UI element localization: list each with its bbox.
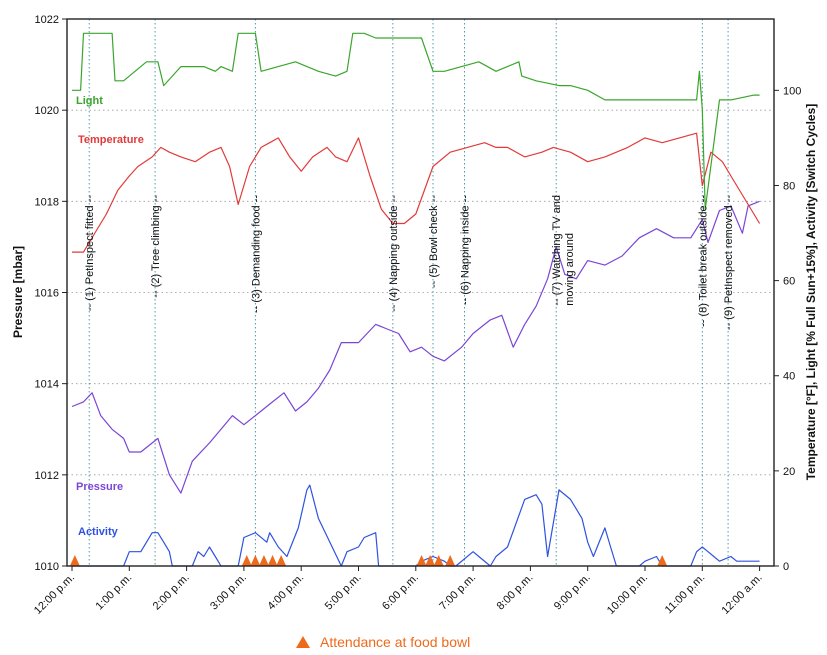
event-label: -- (7) Watching TV and <box>551 195 563 306</box>
right-tick-label: 0 <box>783 561 789 573</box>
event-lines <box>88 19 729 566</box>
right-axis-ticks: 0 20 40 60 80 100 <box>774 85 801 573</box>
event-label: moving around <box>564 233 576 306</box>
food-bowl-marker <box>425 555 436 566</box>
temperature-line <box>72 132 761 253</box>
x-tick-label: 10:00 p.m. <box>605 572 650 617</box>
x-tick-label: 9:00 p.m. <box>552 572 593 613</box>
left-tick-label: 1012 <box>35 470 59 482</box>
left-tick-label: 1010 <box>35 561 59 573</box>
activity-line <box>72 484 760 567</box>
event-label: -- (2) Tree climbing -- <box>150 195 162 298</box>
food-bowl-marker <box>445 555 456 566</box>
pressure-line <box>71 200 760 494</box>
right-tick-label: 40 <box>783 371 795 383</box>
event-label: -- (1) PetInspect fitted -- <box>84 195 96 311</box>
left-tick-label: 1020 <box>35 105 59 117</box>
series-label: Light <box>76 95 103 107</box>
right-axis-title: Temperature [°F], Light [% Full Sun+15%]… <box>804 104 818 481</box>
left-tick-label: 1018 <box>35 196 59 208</box>
event-label: -- (6) Napping inside -- <box>460 195 472 305</box>
food-bowl-marker <box>416 555 427 566</box>
food-bowl-markers <box>69 555 668 566</box>
x-tick-label: 6:00 p.m. <box>380 572 421 613</box>
x-tick-label: 2:00 p.m. <box>151 572 192 613</box>
food-bowl-marker <box>258 555 269 566</box>
series-labels: Light Temperature Pressure Activity <box>76 95 144 538</box>
series-label: Temperature <box>78 134 144 146</box>
left-axis-title: Pressure [mbar] <box>11 246 25 338</box>
x-tick-label: 12:00 a.m. <box>719 572 764 617</box>
food-bowl-marker <box>241 555 252 566</box>
right-tick-label: 60 <box>783 276 795 288</box>
series-label: Pressure <box>76 481 123 493</box>
event-label: -- (8) Toilet break outside -- <box>697 195 709 327</box>
series-lines <box>71 32 761 567</box>
event-label: -- (3) Demanding food -- <box>250 195 262 313</box>
series-label: Activity <box>78 526 119 538</box>
right-tick-label: 100 <box>783 85 801 97</box>
x-tick-label: 1:00 p.m. <box>94 572 135 613</box>
x-tick-label: 5:00 p.m. <box>323 572 364 613</box>
food-bowl-marker <box>69 555 80 566</box>
event-labels: -- (1) PetInspect fitted -- -- (2) Tree c… <box>84 195 735 330</box>
plot-frame <box>66 18 775 567</box>
event-label: -- (4) Napping outside -- <box>388 195 400 312</box>
x-tick-label: 4:00 p.m. <box>265 572 306 613</box>
event-label: -- (5) Bowl check -- <box>428 195 440 288</box>
legend: Attendance at food bowl <box>296 634 470 650</box>
legend-label: Attendance at food bowl <box>320 634 471 650</box>
triangle-icon <box>296 636 310 648</box>
event-label: -- (9) PetInspect removed -- <box>723 195 735 330</box>
right-tick-label: 80 <box>783 180 795 192</box>
x-tick-label: 12:00 p.m. <box>32 572 77 617</box>
left-axis-ticks: 1010 1012 1014 1016 1018 1020 1022 <box>35 14 67 573</box>
left-tick-label: 1022 <box>35 14 59 26</box>
right-tick-label: 20 <box>783 466 795 478</box>
left-tick-label: 1016 <box>35 288 59 300</box>
x-tick-label: 11:00 p.m. <box>663 572 708 617</box>
grid-lines <box>67 18 774 567</box>
x-tick-label: 8:00 p.m. <box>495 572 536 613</box>
food-bowl-marker <box>276 555 287 566</box>
x-tick-label: 7:00 p.m. <box>437 572 478 613</box>
light-line <box>72 32 760 210</box>
food-bowl-marker <box>250 555 261 566</box>
x-tick-label: 3:00 p.m. <box>208 572 249 613</box>
left-tick-label: 1014 <box>35 379 59 391</box>
x-axis-ticks: 12:00 p.m. 1:00 p.m. 2:00 p.m. 3:00 p.m. 4:0… <box>32 566 765 617</box>
food-bowl-marker <box>657 555 668 566</box>
food-bowl-marker <box>433 555 444 566</box>
food-bowl-marker <box>267 555 278 566</box>
